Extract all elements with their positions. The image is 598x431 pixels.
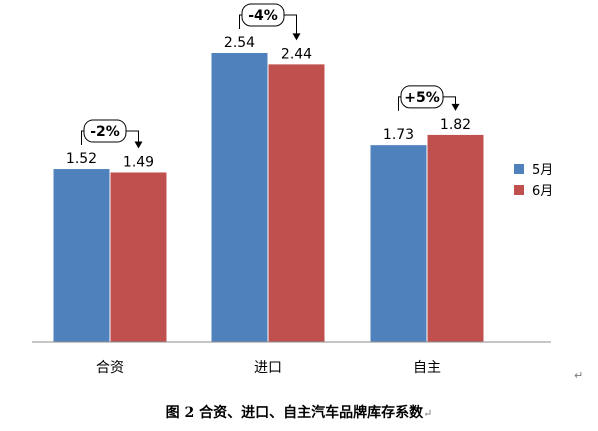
- x-tick-labels-group: 合资 进口 自主: [96, 360, 441, 376]
- legend-label-6月: 6月: [532, 184, 553, 199]
- change-label-进口: -4%: [248, 8, 278, 24]
- change-badge-进口: [241, 3, 285, 27]
- change-label-自主: +5%: [404, 90, 440, 106]
- value-label-合资-5月: 1.52: [66, 151, 97, 167]
- value-label-自主-6月: 1.82: [440, 117, 471, 133]
- x-tick-label-合资: 合资: [96, 360, 124, 376]
- change-label-合资: -2%: [90, 124, 120, 140]
- bar-合资-6月: [110, 172, 167, 342]
- bar-合资-5月: [53, 169, 110, 342]
- value-label-合资-6月: 1.49: [123, 154, 154, 170]
- paragraph-mark: ↵: [574, 369, 584, 382]
- change-arrow-自主: [451, 103, 460, 111]
- figure-caption-text: 图 2 合资、进口、自主汽车品牌库存系数: [165, 405, 424, 421]
- value-label-进口-6月: 2.44: [281, 46, 312, 62]
- legend-swatch-5月: [514, 164, 524, 174]
- bar-自主-6月: [427, 134, 484, 342]
- x-tick-label-自主: 自主: [413, 360, 441, 376]
- change-callouts-group: -2% -4% +5%: [81, 3, 460, 149]
- caption-return-mark: ↵: [423, 407, 433, 420]
- bars-group: [53, 53, 484, 342]
- figure-caption: 图 2 合资、进口、自主汽车品牌库存系数↵: [0, 402, 598, 422]
- value-labels-group: 1.52 1.49 2.54 2.44 1.73 1.82: [66, 35, 471, 170]
- value-label-自主-5月: 1.73: [383, 127, 414, 143]
- change-arrow-合资: [134, 141, 143, 149]
- bar-自主-5月: [370, 145, 427, 342]
- legend-swatch-6月: [514, 185, 524, 195]
- change-badge-合资: [83, 119, 127, 143]
- x-tick-label-进口: 进口: [254, 360, 282, 376]
- bar-进口-6月: [268, 64, 325, 342]
- change-arrow-进口: [292, 33, 301, 41]
- value-label-进口-5月: 2.54: [224, 35, 255, 51]
- change-badge-自主: [400, 85, 444, 109]
- bar-进口-5月: [211, 53, 268, 342]
- legend-label-5月: 5月: [532, 163, 553, 178]
